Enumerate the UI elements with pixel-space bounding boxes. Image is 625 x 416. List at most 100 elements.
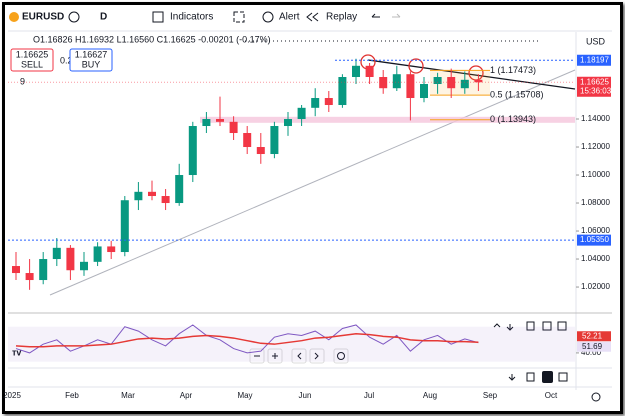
add-symbol[interactable] xyxy=(68,11,80,23)
candle-body xyxy=(229,121,238,134)
sell-box[interactable] xyxy=(10,48,54,72)
candle-body xyxy=(256,147,265,155)
candle-body xyxy=(284,119,292,127)
candle-body xyxy=(324,98,333,106)
y-tick-label: 1.06000 xyxy=(581,226,610,235)
rsi-ma xyxy=(15,332,479,348)
scroll-right[interactable] xyxy=(309,348,325,364)
bottom-delete[interactable] xyxy=(526,372,535,382)
candle-body xyxy=(474,79,483,83)
x-tick-label: Aug xyxy=(423,391,437,400)
price-badge-label: 1.18197 xyxy=(580,55,609,64)
candle-body xyxy=(93,246,102,262)
indicator-count[interactable]: 9 xyxy=(20,76,25,86)
candle-body xyxy=(107,246,116,253)
price-badge xyxy=(577,234,611,246)
x-tick-label: Jun xyxy=(299,391,312,400)
zoom-in-icon xyxy=(272,353,278,359)
ohlc-legend: O1.16826 H1.16932 L1.16560 C1.16625 -0.0… xyxy=(33,34,271,44)
countdown: 15:36:03 xyxy=(580,86,612,95)
x-tick-label: Mar xyxy=(121,391,135,400)
x-tick-label: Feb xyxy=(65,391,79,400)
y-tick-label: 1.04000 xyxy=(581,254,610,263)
price-badge xyxy=(577,76,611,97)
x-tick-label: 2025 xyxy=(3,391,21,400)
candle-body xyxy=(365,65,374,78)
bottom-down[interactable] xyxy=(508,374,516,381)
candle-body xyxy=(175,175,184,204)
candle-body xyxy=(338,77,347,106)
buy-label: BUY xyxy=(82,59,101,69)
rsi-badge xyxy=(577,341,611,352)
candle-body xyxy=(216,119,224,122)
pane-more[interactable] xyxy=(557,321,567,331)
bottom-active[interactable] xyxy=(542,371,553,383)
candle-body xyxy=(460,79,469,89)
pane-down[interactable] xyxy=(506,324,514,331)
candle-body xyxy=(270,126,279,155)
candle-body xyxy=(66,247,75,271)
reset-icon xyxy=(337,352,345,360)
tv-logo: ᴛᴠ xyxy=(12,347,21,357)
resistance-line xyxy=(367,59,576,90)
candle-body xyxy=(25,273,34,281)
currency[interactable]: USD xyxy=(586,36,606,46)
undo[interactable] xyxy=(371,13,380,18)
candle-body xyxy=(39,259,48,281)
candle-body xyxy=(188,126,197,176)
candle-body xyxy=(243,133,252,148)
sell-label: SELL xyxy=(21,59,43,69)
candle-body xyxy=(134,191,143,201)
y-tick-label: 1.08000 xyxy=(581,198,610,207)
x-tick-label: Jul xyxy=(364,391,374,400)
symbol[interactable]: EURUSD xyxy=(22,12,64,23)
candle-body xyxy=(52,247,61,260)
scroll-left-icon xyxy=(297,352,302,360)
candle-body xyxy=(120,200,129,253)
scroll-right-icon xyxy=(314,352,319,360)
rsi-line xyxy=(15,324,479,354)
price-badge-label: 1.05350 xyxy=(580,235,609,244)
candle-body xyxy=(80,261,88,271)
replay-button[interactable]: Replay xyxy=(326,12,357,23)
alert-button[interactable]: Alert xyxy=(279,12,300,23)
buy-box[interactable] xyxy=(69,48,113,72)
candle-body xyxy=(161,196,170,204)
fib-label: 1 (1.17473) xyxy=(490,65,536,75)
settings[interactable] xyxy=(591,392,601,402)
layout-icon[interactable] xyxy=(233,11,245,23)
x-tick-label: May xyxy=(237,391,252,400)
redo[interactable] xyxy=(392,13,401,18)
replay-icon xyxy=(306,12,319,22)
x-tick-label: Sep xyxy=(483,391,498,400)
indicators-icon xyxy=(152,11,164,23)
reset[interactable] xyxy=(333,348,349,364)
pane-up[interactable] xyxy=(493,322,501,328)
x-tick-label: Apr xyxy=(180,391,193,400)
trend-line xyxy=(49,69,576,296)
pane-maximize[interactable] xyxy=(542,321,552,331)
pane-delete[interactable] xyxy=(526,321,535,331)
rsi-badge xyxy=(577,331,611,342)
candle-body xyxy=(447,77,456,89)
highlight-circle xyxy=(408,58,424,74)
interval[interactable]: D xyxy=(100,12,107,23)
y-tick-label: 1.02000 xyxy=(581,282,610,291)
indicators-button[interactable]: Indicators xyxy=(170,12,213,23)
x-tick-label: Oct xyxy=(545,391,558,400)
candle-body xyxy=(392,74,401,89)
candle-body xyxy=(406,74,415,99)
candle-body xyxy=(202,119,211,127)
scroll-left[interactable] xyxy=(291,348,307,364)
candle-body xyxy=(148,191,156,197)
fib-label: 0 (1.13943) xyxy=(490,114,536,124)
bottom-maximize[interactable] xyxy=(558,372,568,382)
rsi-band xyxy=(8,326,575,362)
candle-body xyxy=(352,65,360,78)
rsi-badge-label: 51.69 xyxy=(582,342,603,351)
symbol-icon xyxy=(9,12,19,22)
rsi-badge-label: 52.21 xyxy=(582,331,603,340)
y-tick-label: 1.10000 xyxy=(581,170,610,179)
rsi-tick-label: 40.00 xyxy=(581,348,602,357)
